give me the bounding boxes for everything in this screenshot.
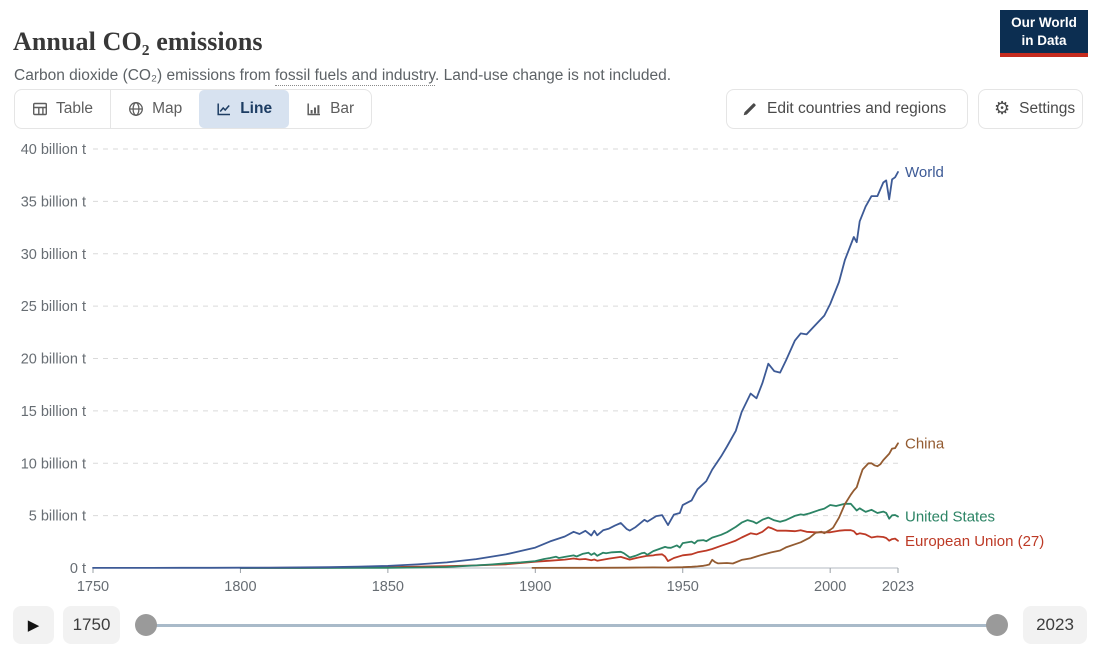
logo-line1: Our World: [1011, 14, 1077, 30]
line-chart-icon: [217, 103, 231, 116]
table-icon: [33, 102, 48, 116]
pencil-icon: [743, 103, 756, 116]
timeline-start-year: 1750: [63, 606, 120, 644]
subtitle-link[interactable]: fossil fuels and industry: [275, 66, 435, 86]
x-tick-label: 2023: [882, 579, 914, 595]
series-label-united-states[interactable]: United States: [905, 509, 995, 526]
series-line-european-union-27-[interactable]: [239, 526, 899, 569]
line-chart: 0 t 5 billion t 10 billion t 15 billion t 20…: [21, 142, 1045, 595]
x-tick-label: 1950: [667, 579, 699, 595]
tab-map[interactable]: Map: [111, 90, 199, 128]
tab-label: Map: [152, 100, 183, 117]
series-line-united-states[interactable]: [239, 502, 899, 569]
x-tick-label: 1900: [519, 579, 551, 595]
x-tick-label: 1750: [77, 579, 109, 595]
play-button[interactable]: ▶: [13, 606, 54, 644]
series-label-world[interactable]: World: [905, 164, 944, 181]
chart-type-tabs: Table Map Line Bar: [14, 89, 373, 129]
gear-icon: ⚙: [994, 98, 1011, 118]
x-tick-label: 1850: [372, 579, 404, 595]
series-line-world[interactable]: [92, 171, 899, 569]
series-label-european-union-27-[interactable]: European Union (27): [905, 533, 1044, 550]
y-tick-label: 5 billion t: [29, 509, 86, 525]
chart-subtitle: Carbon dioxide (CO₂) emissions from foss…: [14, 66, 672, 86]
series-label-china[interactable]: China: [905, 435, 945, 452]
tab-divider: [110, 90, 112, 128]
globe-icon: [129, 102, 144, 116]
y-tick-label: 30 billion t: [21, 247, 86, 263]
owid-logo[interactable]: Our World in Data: [1000, 10, 1088, 57]
bar-chart-icon: [307, 103, 321, 116]
settings-label: Settings: [1019, 100, 1076, 117]
x-tick-label: 2000: [814, 579, 846, 595]
y-tick-label: 10 billion t: [21, 456, 86, 472]
y-tick-label: 0 t: [70, 561, 86, 577]
tab-bar[interactable]: Bar: [289, 90, 371, 128]
y-tick-label: 20 billion t: [21, 352, 86, 368]
tab-label: Line: [240, 100, 273, 117]
timeline-slider-track[interactable]: [146, 624, 997, 627]
timeline-handle-start[interactable]: [135, 614, 157, 636]
y-tick-label: 15 billion t: [21, 404, 86, 420]
settings-button[interactable]: ⚙ Settings: [978, 89, 1083, 129]
series-line-china[interactable]: [531, 442, 899, 569]
tab-label: Bar: [330, 100, 355, 117]
logo-line2: in Data: [1021, 32, 1067, 48]
y-tick-label: 25 billion t: [21, 299, 86, 315]
edit-countries-label: Edit countries and regions: [767, 100, 947, 117]
play-icon: ▶: [27, 617, 40, 634]
timeline-end-year: 2023: [1023, 606, 1087, 644]
edit-countries-button[interactable]: Edit countries and regions: [726, 89, 968, 129]
timeline-handle-end[interactable]: [986, 614, 1008, 636]
tab-line[interactable]: Line: [199, 90, 290, 128]
y-tick-label: 35 billion t: [21, 194, 86, 210]
y-tick-label: 40 billion t: [21, 142, 86, 158]
page-title: Annual CO₂ emissions: [13, 27, 263, 57]
subtitle-text: Carbon dioxide (CO₂) emissions from: [14, 66, 275, 84]
tab-table[interactable]: Table: [15, 90, 110, 128]
x-tick-label: 1800: [224, 579, 256, 595]
subtitle-text-2: . Land-use change is not included.: [434, 66, 672, 84]
tab-label: Table: [56, 100, 94, 117]
